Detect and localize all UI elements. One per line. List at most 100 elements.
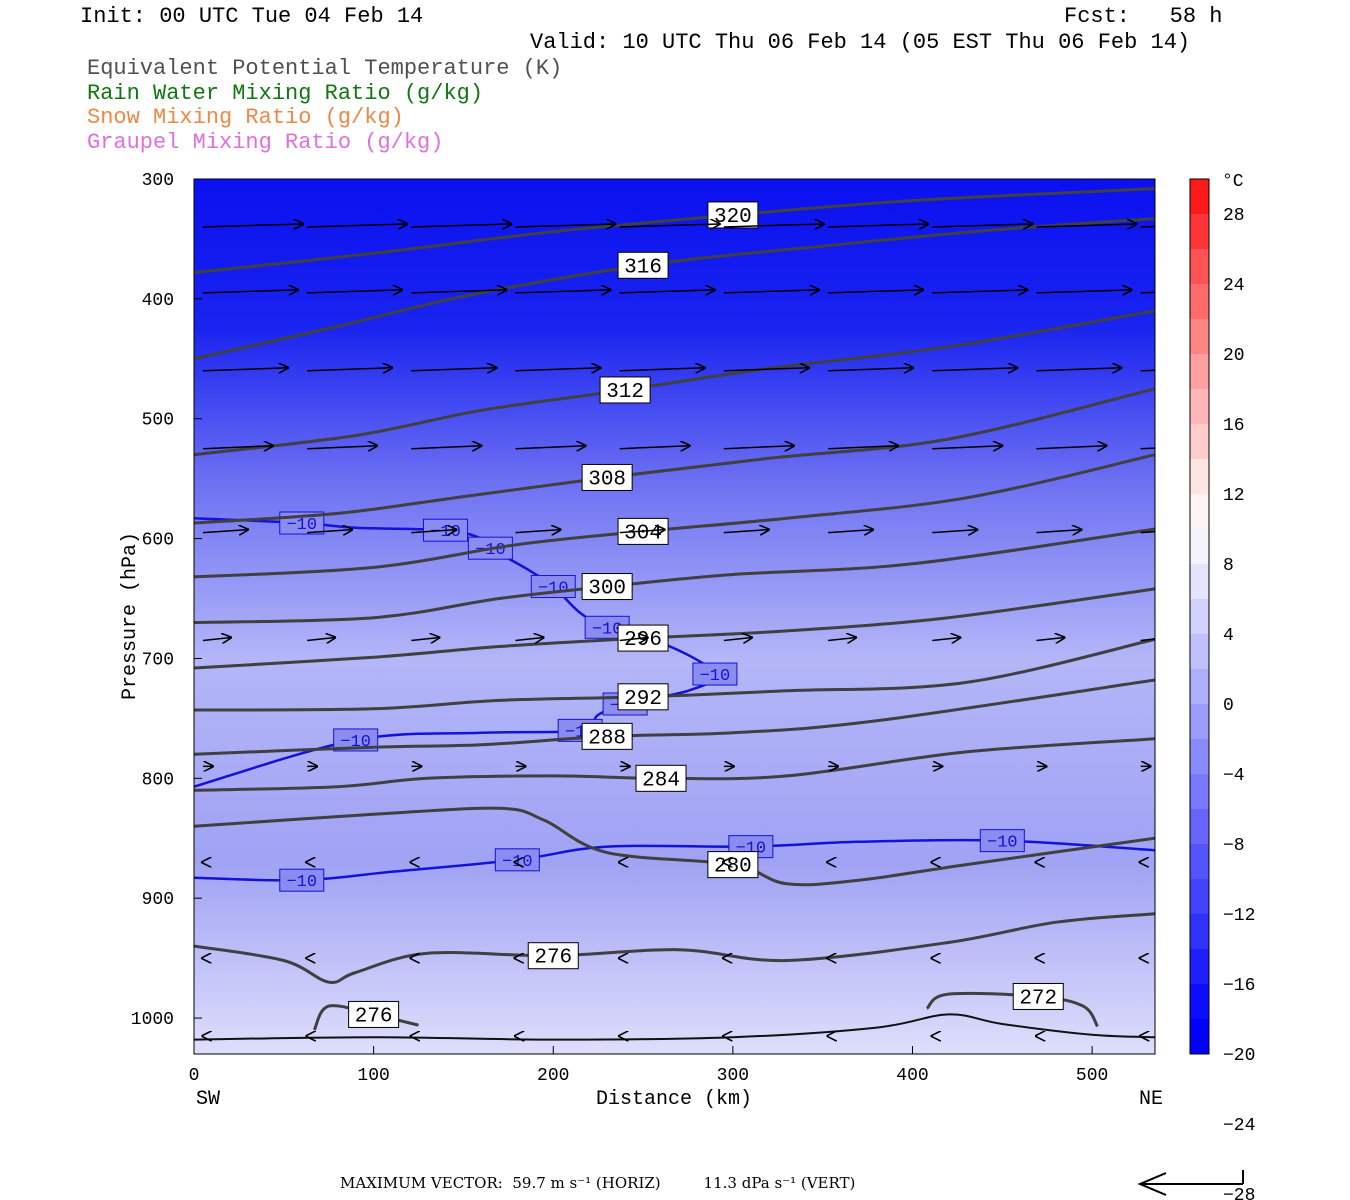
colorbar-swatch [1190,319,1209,355]
colorbar-swatch [1190,739,1209,775]
theta-e-contour [194,912,1155,984]
theta-e-label: 276 [534,947,572,970]
wind-vector [202,530,248,533]
x-tick-label: 200 [537,1066,569,1086]
wind-vector [515,368,601,371]
colorbar-tick-label: 28 [1223,206,1245,226]
wind-vector [619,224,720,227]
temperature-label: −10 [538,580,569,599]
y-tick-label: 1000 [131,1010,174,1030]
colorbar-swatch [1190,844,1209,880]
wind-vector [828,637,856,640]
wind-vector [723,224,824,227]
wind-vector [723,530,769,533]
theta-e-contour [194,806,1155,887]
theta-e-label-box [581,722,633,750]
temperature-label: −10 [430,523,461,542]
wind-vector [1036,290,1131,293]
colorbar-swatch [1190,879,1209,915]
x-tick-label: 300 [717,1066,749,1086]
theta-e-label: 304 [624,522,662,545]
wind-vector [932,446,1002,449]
wind-vector [1140,447,1155,450]
theta-e-label: 280 [714,856,752,879]
theta-e-label-box [617,683,669,711]
wind-vector [828,530,873,533]
wind-vector [515,530,561,533]
x-tick-label: 400 [896,1066,928,1086]
wind-vector [411,530,456,533]
scale-arrow [1137,1170,1244,1196]
y-axis-title: Pressure (hPa) [119,532,142,700]
wind-vector [411,637,439,640]
colorbar-tick-label: 16 [1223,416,1245,436]
y-tick-label: 800 [142,770,174,790]
theta-e-label: 312 [606,381,644,404]
wind-vector [828,290,923,293]
temperature-label: −10 [700,667,731,686]
wind-vector [307,530,352,533]
x-tick-label: 500 [1076,1066,1108,1086]
theta-e-label: 296 [624,629,662,652]
temperature-label: −10 [592,620,623,639]
wind-vector [1036,637,1064,640]
wind-vector [1036,368,1121,371]
colorbar-swatch [1190,249,1209,285]
temperature-label: −10 [286,873,317,892]
wind-vector [411,368,496,371]
wind-vector [828,446,898,449]
wind-vector [202,290,298,293]
theta-e-label: 284 [642,769,680,792]
colorbar-tick-label: −28 [1223,1186,1255,1200]
wind-vector [932,290,1027,293]
wind-vector [932,224,1032,227]
wind-vector [1036,530,1081,533]
wind-vector [619,290,715,293]
temperature-label: −10 [502,853,533,872]
temperature-label-box [692,662,738,686]
temperature-label-box [979,829,1025,853]
wind-vector [1140,530,1155,534]
colorbar-swatch [1190,949,1209,985]
y-tick-label: 400 [142,291,174,311]
wind-vector [307,224,407,227]
temperature-label: −10 [286,516,317,535]
forecast-hour: Fcst: 58 h [1064,4,1223,29]
theta-e-label: 300 [588,578,626,601]
colorbar-swatch [1190,389,1209,425]
colorbar-tick-label: −20 [1223,1046,1255,1066]
temperature-label: −10 [987,834,1018,853]
colorbar-unit: °C [1222,172,1244,192]
colorbar-swatch [1190,459,1209,495]
colorbar-tick-label: −24 [1223,1116,1255,1136]
wind-vector [1036,446,1106,449]
plot-background [194,179,1155,1054]
y-tick-label: 500 [142,411,174,431]
wind-vector [307,290,402,293]
wind-vector [1036,224,1136,227]
wind-vector [828,368,913,371]
colorbar-tick-label: 8 [1223,556,1234,576]
theta-e-label: 272 [1019,987,1057,1010]
temperature-label-box [279,868,325,892]
theta-e-label-box [617,251,669,279]
theta-e-label-box [707,851,759,879]
wind-vector [307,368,392,371]
wind-vector [202,224,303,227]
colorbar-tick-label: −4 [1223,766,1245,786]
field-label-graupel: Graupel Mixing Ratio (g/kg) [87,130,444,155]
theta-e-label: 316 [624,256,662,279]
wind-vector [202,637,231,640]
colorbar-swatch [1190,704,1209,740]
temperature-contour [194,838,1155,882]
colorbar-swatch [1190,424,1209,460]
colorbar-tick-label: 0 [1223,696,1234,716]
wind-vector [828,224,928,227]
x-tick-label: 0 [189,1066,200,1086]
colorbar-swatch [1190,774,1209,810]
wind-vector [411,290,506,293]
y-tick-label: 900 [142,890,174,910]
maximum-vector-note: MAXIMUM VECTOR: 59.7 m s⁻¹ (HORIZ) 11.3 … [340,1174,856,1192]
valid-time: Valid: 10 UTC Thu 06 Feb 14 (05 EST Thu … [530,30,1191,55]
theta-e-label-box [581,573,633,601]
